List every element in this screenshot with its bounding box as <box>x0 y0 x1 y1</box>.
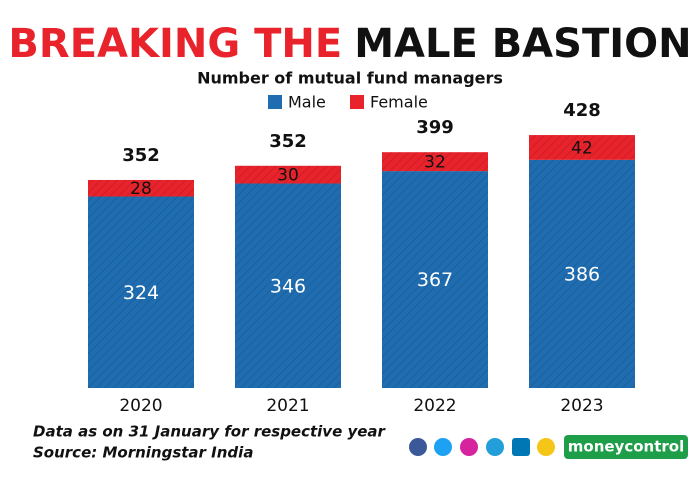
brand-logo <box>564 435 688 459</box>
value-label: 28 <box>130 179 152 199</box>
bar-hatch <box>529 159 635 388</box>
x-tick-label: 2022 <box>413 396 456 416</box>
brand-text: moneycontrol <box>568 438 684 456</box>
total-label: 352 <box>269 131 307 152</box>
title-red: BREAKING THE <box>8 21 342 67</box>
total-label: 399 <box>416 117 454 138</box>
title-black: MALE BASTION <box>354 21 691 67</box>
total-label: 428 <box>563 100 601 121</box>
value-label: 386 <box>564 263 600 285</box>
legend-swatch <box>350 95 364 109</box>
bar-hatch <box>88 196 194 388</box>
value-label: 42 <box>571 138 593 158</box>
value-label: 346 <box>270 275 306 297</box>
value-label: 324 <box>123 282 159 304</box>
legend-swatch <box>268 95 282 109</box>
x-tick-label: 2023 <box>560 396 603 416</box>
bar-hatch <box>529 135 635 160</box>
legend-label: Female <box>370 93 428 112</box>
footnote: Data as on 31 January for respective yea… <box>33 423 387 441</box>
social-icons <box>409 438 555 456</box>
legend-label: Male <box>288 93 326 112</box>
total-label: 352 <box>122 145 160 166</box>
value-label: 367 <box>417 269 453 291</box>
x-tick-label: 2021 <box>266 396 309 416</box>
bar-hatch <box>235 183 341 388</box>
subtitle: Number of mutual fund managers <box>197 69 503 88</box>
value-label: 32 <box>424 153 446 173</box>
bar-hatch <box>382 171 488 388</box>
bar-hatch <box>235 165 341 184</box>
bar-hatch <box>382 152 488 172</box>
bar-hatch <box>88 179 194 197</box>
footnote: Source: Morningstar India <box>33 444 253 462</box>
value-label: 30 <box>277 166 299 186</box>
x-tick-label: 2020 <box>119 396 162 416</box>
chart-title: BREAKING THE MALE BASTION <box>8 21 691 67</box>
